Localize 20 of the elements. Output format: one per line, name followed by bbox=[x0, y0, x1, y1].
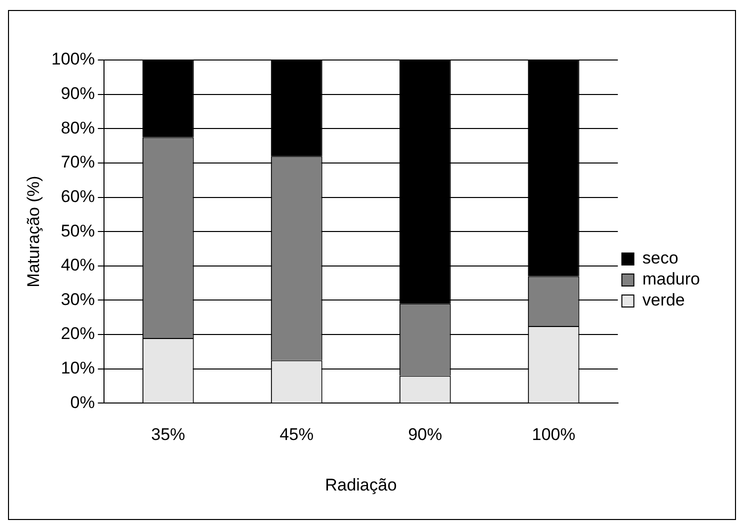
y-tick-label: 20% bbox=[60, 324, 95, 344]
y-tick-label: 60% bbox=[60, 186, 95, 206]
x-tick-label: 90% bbox=[408, 425, 442, 444]
x-tick-label: 100% bbox=[532, 425, 576, 444]
x-axis-title: Radiação bbox=[324, 475, 397, 494]
legend-label: seco bbox=[642, 248, 678, 268]
legend-label: verde bbox=[642, 290, 685, 310]
y-axis-title: Maturação (%) bbox=[24, 176, 43, 288]
y-tick-label: 0% bbox=[70, 392, 95, 412]
y-tick-label: 80% bbox=[60, 118, 95, 138]
y-tick-label: 10% bbox=[60, 358, 95, 378]
x-tick-label: 35% bbox=[151, 425, 186, 444]
y-tick-label: 90% bbox=[60, 84, 95, 104]
legend-label: maduro bbox=[642, 270, 700, 289]
y-tick-label: 50% bbox=[60, 221, 95, 240]
y-tick-label: 40% bbox=[60, 256, 95, 275]
x-tick-label: 45% bbox=[280, 425, 314, 444]
y-tick-label: 70% bbox=[60, 152, 95, 172]
y-tick-label: 30% bbox=[60, 290, 95, 309]
y-tick-label: 100% bbox=[51, 50, 95, 69]
